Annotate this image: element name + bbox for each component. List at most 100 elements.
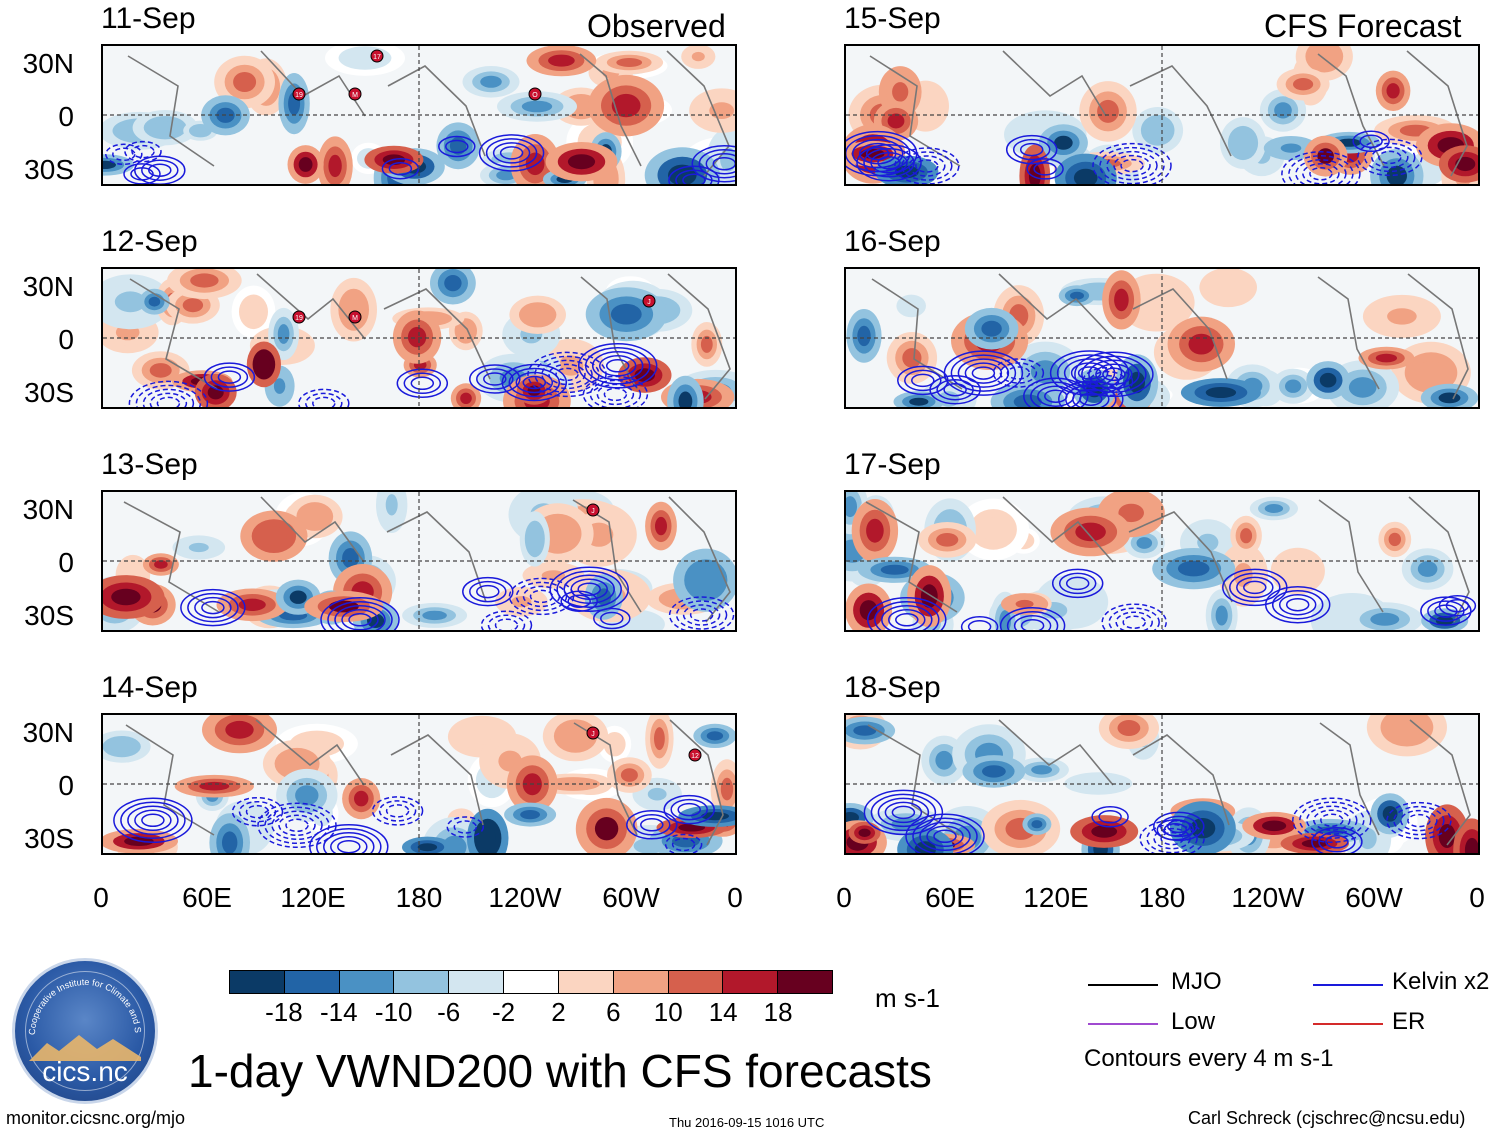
cics-logo: Cooperative Institute for Climate and Sa… (12, 958, 158, 1104)
kelvin-contour (1288, 155, 1354, 184)
anomaly-blob (1375, 353, 1397, 363)
kelvin-contour (112, 147, 136, 162)
map-panel-observed-3: J (101, 490, 737, 632)
legend-er-line (1313, 1023, 1383, 1025)
storm-marker-icon (528, 87, 542, 101)
lat-label-30s: 30S (24, 377, 74, 408)
kelvin-contour (499, 146, 524, 160)
anomaly-blob (385, 494, 398, 516)
storm-marker-icon (642, 294, 656, 308)
kelvin-contour (1079, 392, 1103, 406)
kelvin-contour (180, 588, 246, 627)
anomaly-blob (1028, 164, 1041, 184)
kelvin-contour (312, 396, 336, 407)
kelvin-contour (1058, 572, 1097, 595)
kelvin-contour (863, 789, 944, 836)
kelvin-contour (187, 592, 239, 623)
kelvin-contour (851, 138, 904, 169)
kelvin-contour (1033, 162, 1057, 176)
kelvin-contour (1098, 810, 1122, 824)
kelvin-contour (863, 148, 915, 178)
anomaly-blob (1274, 102, 1292, 119)
kelvin-contour (527, 351, 607, 398)
anomaly-blob (1015, 599, 1034, 609)
kelvin-contour (846, 134, 911, 173)
legend-low-label: Low (1171, 1008, 1216, 1035)
anomaly-blob (981, 320, 1002, 337)
storm-marker-icon (348, 310, 362, 324)
coastline (1318, 499, 1384, 613)
anomaly-blob (182, 298, 204, 313)
kelvin-contour (210, 366, 249, 388)
anomaly-blob (114, 291, 146, 313)
anomaly-blob (619, 618, 645, 630)
anomaly-blob (1348, 377, 1377, 398)
kelvin-contour (1153, 811, 1205, 842)
kelvin-contour (1243, 580, 1267, 595)
vwnd-field: J (103, 492, 735, 630)
kelvin-contour (1065, 576, 1090, 591)
anomaly-blob (979, 517, 1007, 542)
anomaly-blob (342, 548, 359, 569)
storm-marker-icon (292, 87, 306, 101)
anomaly-blob (616, 58, 643, 67)
logo-mountains-icon (29, 1035, 141, 1061)
kelvin-contour (670, 798, 708, 821)
anomaly-blob (354, 790, 369, 807)
kelvin-contour (156, 396, 181, 407)
coastline (998, 719, 1114, 786)
colorbar-segment (284, 971, 340, 993)
panel-date-right-3: 17-Sep (844, 448, 941, 481)
kelvin-contour (1146, 823, 1198, 853)
anomaly-blob (608, 737, 621, 752)
lat-label-30s: 30S (24, 154, 74, 185)
kelvin-contour (480, 610, 533, 630)
coastline (871, 278, 963, 390)
kelvin-contour (964, 362, 1003, 384)
kelvin-contour (127, 805, 179, 836)
kelvin-contour (320, 597, 400, 630)
kelvin-contour (1318, 831, 1356, 853)
storm-marker-label: 17 (373, 54, 381, 61)
storm-marker-icon (586, 503, 600, 517)
anomaly-blob (289, 590, 307, 604)
kelvin-contour (894, 147, 960, 184)
anomaly-blob (1114, 288, 1129, 312)
map-panel-forecast-4 (844, 713, 1480, 855)
anomaly-blob (1370, 612, 1400, 626)
coastline (667, 273, 731, 400)
anomaly-blob (1215, 605, 1228, 626)
kelvin-contour (1271, 589, 1324, 620)
kelvin-contour (912, 817, 978, 853)
svg-text:Cooperative Institute for Clim: Cooperative Institute for Climate and Sa… (15, 961, 143, 1035)
anomaly-blob (1438, 824, 1456, 848)
kelvin-contour (1092, 142, 1172, 184)
kelvin-contour (1278, 593, 1317, 616)
anomaly-blob (222, 831, 238, 853)
storm-marker-icon (348, 87, 362, 101)
coastline (129, 278, 218, 390)
kelvin-contour (1371, 146, 1409, 169)
panel-date-left-2: 12-Sep (101, 225, 198, 258)
anomaly-blob (1264, 504, 1284, 513)
anomaly-blob (110, 740, 133, 753)
kelvin-contour (881, 605, 933, 630)
kelvin-contour (123, 163, 161, 184)
kelvin-contour (469, 364, 521, 394)
storm-marker-label: 19 (295, 92, 303, 99)
kelvin-contour (1049, 350, 1130, 396)
anomaly-blob (914, 841, 936, 853)
logo-ring-text-path: Cooperative Institute for Climate and Sa… (15, 961, 143, 1035)
logo-ring (25, 971, 145, 1091)
anomaly-blob (496, 170, 516, 181)
coastline (867, 724, 960, 836)
anomaly-blob (520, 810, 540, 820)
anomaly-blob (936, 533, 959, 547)
storm-marker-label: 12 (691, 753, 699, 760)
kelvin-contour (967, 620, 992, 630)
kelvin-contour (926, 825, 964, 848)
lat-label-30n: 30N (22, 48, 74, 79)
anomaly-blob (1391, 716, 1423, 739)
anomaly-blob (422, 610, 447, 621)
kelvin-contour (1081, 366, 1134, 397)
